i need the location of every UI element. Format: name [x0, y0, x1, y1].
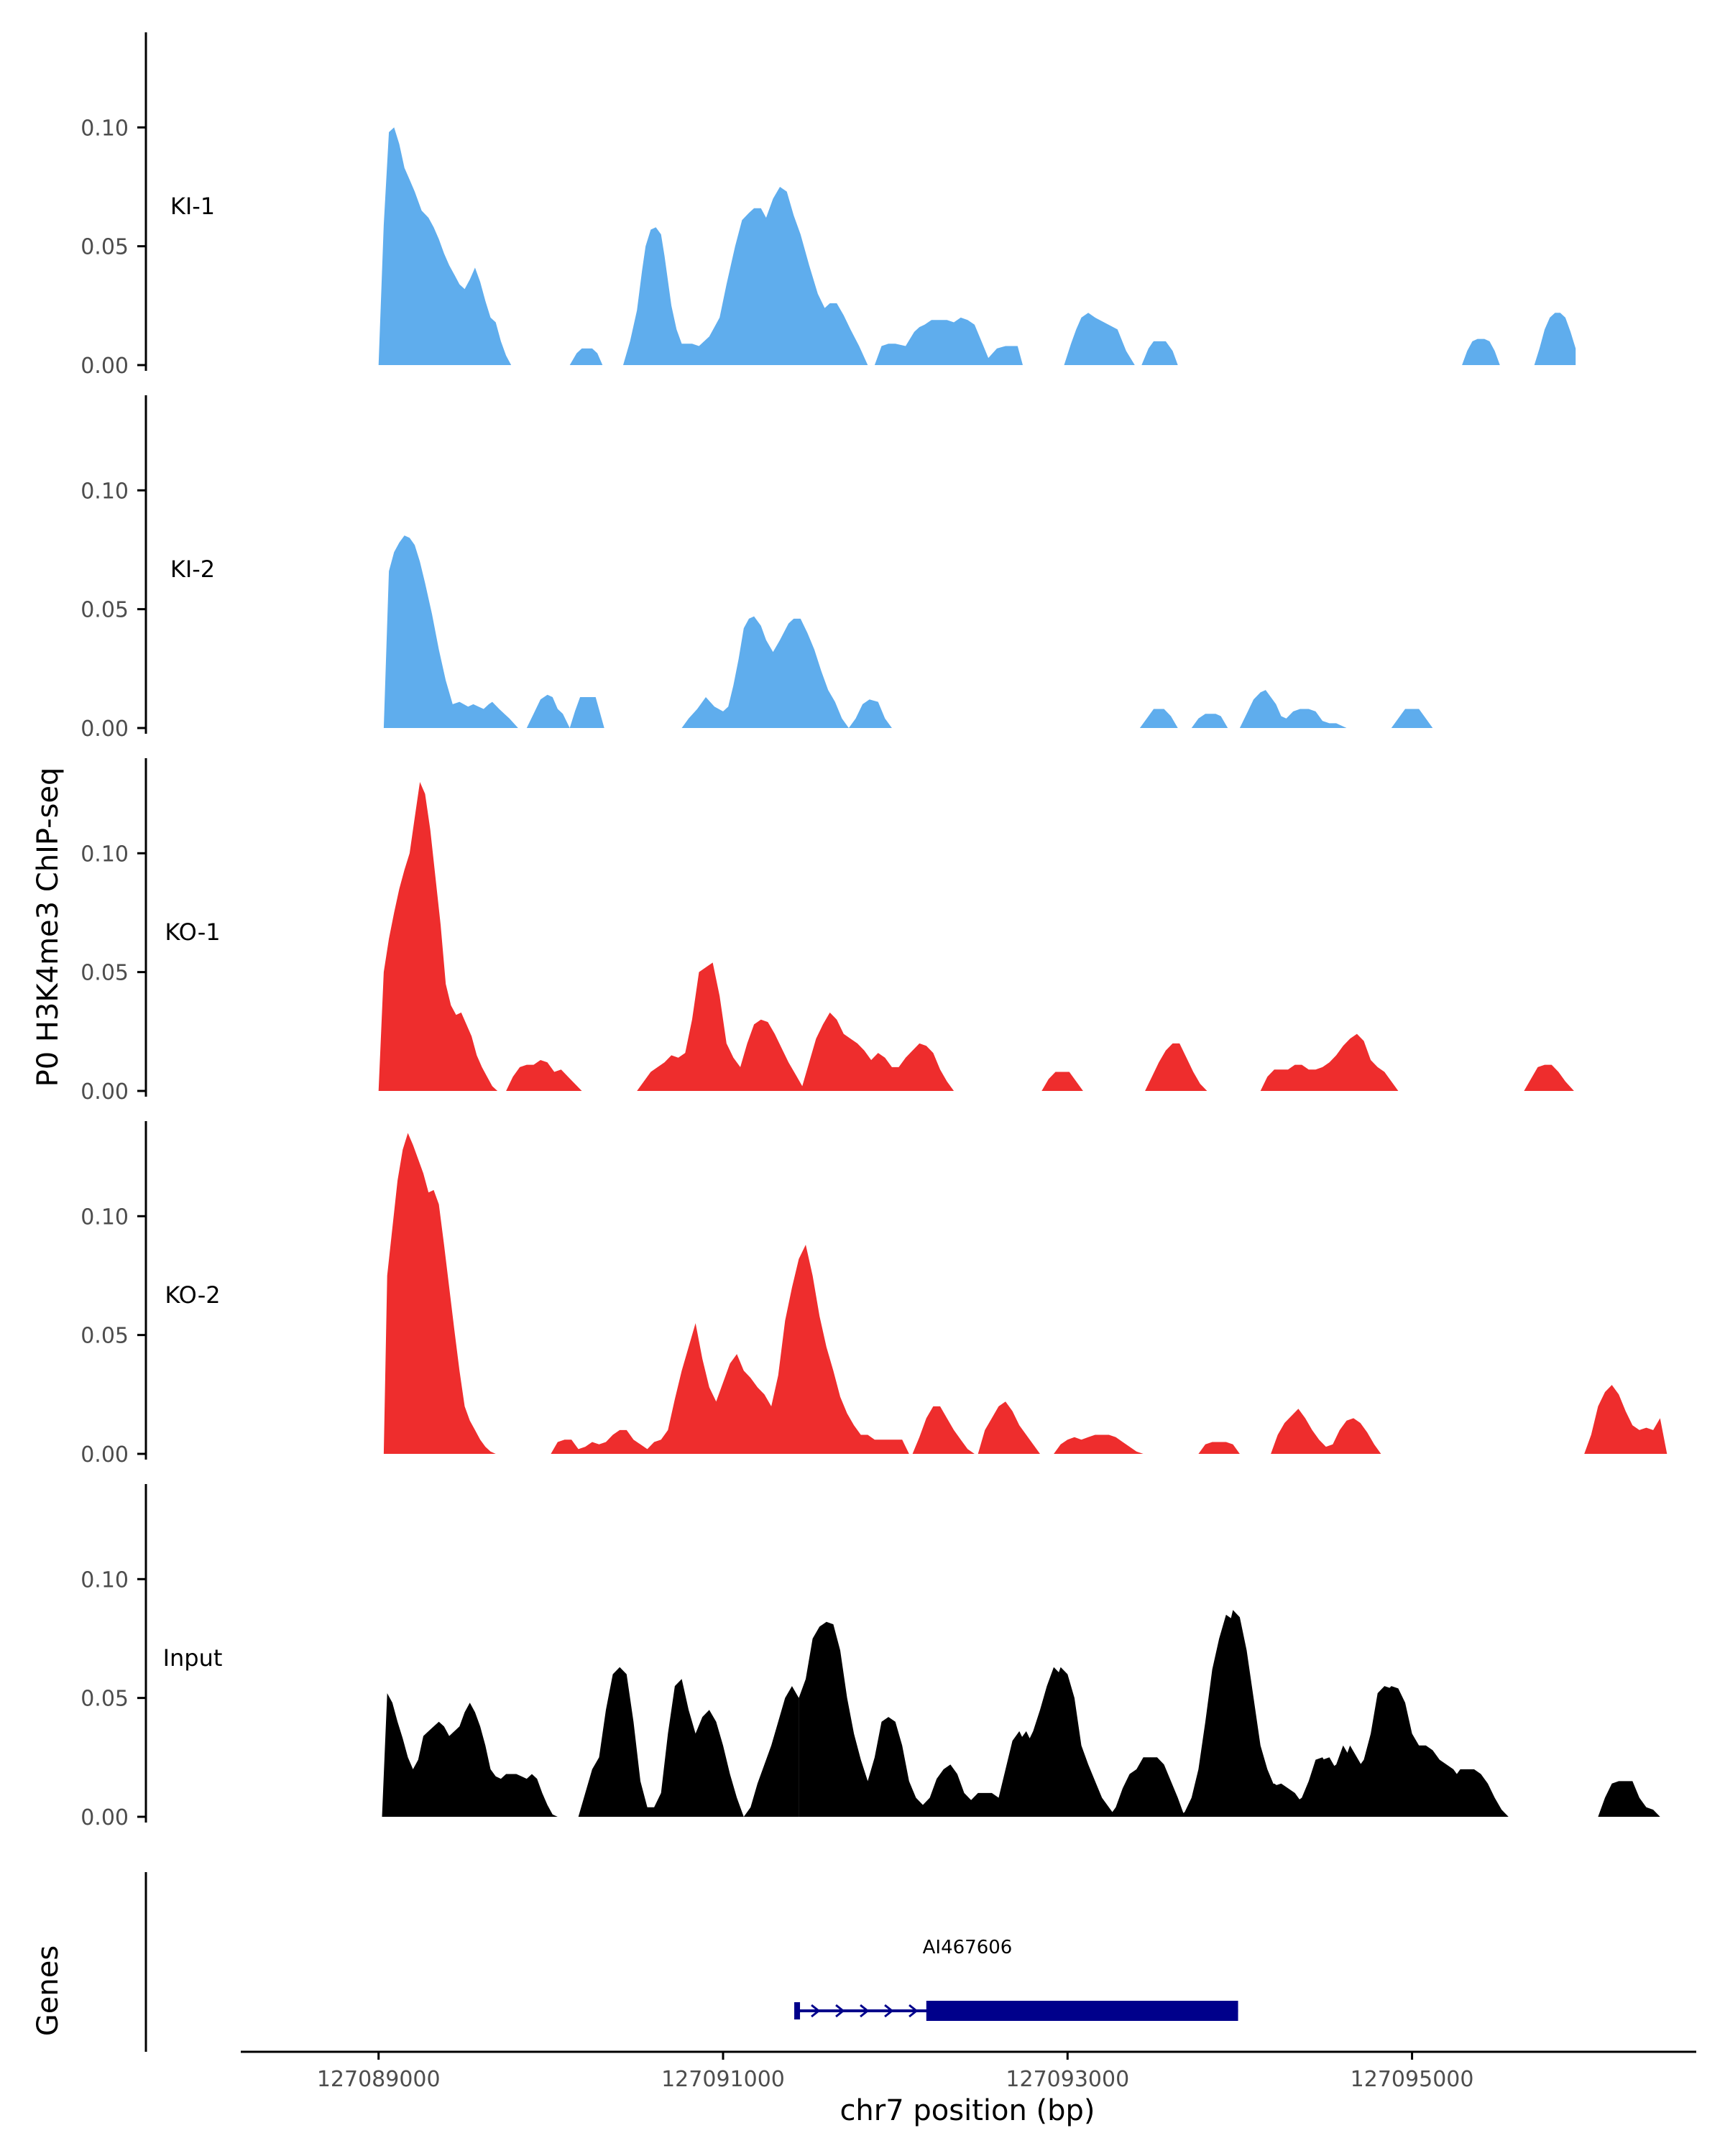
area-ki-2-seg-5 — [1191, 714, 1228, 728]
area-ki-2-seg-2 — [569, 697, 604, 728]
track-ko-2: KO-2 0.00 0.05 0.10 — [80, 1121, 1668, 1468]
area-ki-2-seg-0 — [383, 535, 518, 728]
gene-exon-block — [926, 2001, 1238, 2021]
y-tick-label-ko-2: 0.00 — [80, 1442, 129, 1468]
x-axis: chr7 position (bp) 127089000 127091000 127… — [241, 2050, 1696, 2127]
area-ko-1-seg-5 — [1260, 1033, 1399, 1091]
area-ko-1-seg-2 — [637, 962, 982, 1091]
area-ko-1-seg-6 — [1524, 1064, 1574, 1091]
y-tick-label-ko-1: 0.05 — [80, 961, 129, 986]
area-ko-2-seg-6 — [1271, 1409, 1395, 1454]
area-ki-2-seg-3 — [681, 616, 940, 728]
x-tick-label: 127093000 — [1006, 2067, 1129, 2092]
area-ko-1-seg-0 — [378, 782, 503, 1091]
y-tick-label-ko-2: 0.10 — [80, 1204, 129, 1230]
area-ki-2-seg-6 — [1239, 690, 1357, 728]
y-tick-label-ko-1: 0.10 — [80, 842, 129, 867]
area-input-seg-4 — [1598, 1781, 1660, 1817]
area-ko-1-seg-1 — [506, 1060, 582, 1091]
track-label-ko-1: KO-1 — [165, 918, 220, 946]
area-input-seg-3 — [998, 1610, 1660, 1817]
strand-arrow-icon — [860, 2004, 870, 2018]
area-ko-2-seg-0 — [383, 1133, 507, 1454]
y-tick-label-ki-1: 0.05 — [80, 235, 129, 260]
track-label-ki-1: KI-1 — [170, 193, 215, 220]
track-label-input: Input — [163, 1644, 223, 1672]
x-tick-label: 127091000 — [661, 2067, 785, 2092]
area-input-seg-1 — [578, 1667, 799, 1817]
track-ki-2: KI-2 0.00 0.05 0.10 — [80, 395, 1438, 742]
area-ko-1-seg-4 — [1145, 1043, 1208, 1091]
strand-arrow-icon — [884, 2004, 894, 2018]
area-input-seg-0 — [382, 1693, 579, 1817]
area-ki-2-seg-4 — [1139, 709, 1192, 728]
genes-track-title: Genes — [32, 1945, 65, 2036]
strand-arrow-icon — [835, 2004, 845, 2018]
track-ki-1: KI-1 0.00 0.05 0.10 — [80, 32, 1576, 379]
track-label-ki-2: KI-2 — [170, 556, 215, 583]
x-tick-label: 127089000 — [317, 2067, 441, 2092]
area-ko-2-seg-2 — [912, 1406, 975, 1454]
gene-name-label: AI467606 — [923, 1937, 1013, 1958]
area-ko-1-seg-3 — [1041, 1072, 1087, 1091]
track-ko-1: KO-1 0.00 0.05 0.10 — [80, 758, 1574, 1105]
y-tick-label-ki-1: 0.00 — [80, 354, 129, 379]
y-tick-label-ki-2: 0.05 — [80, 598, 129, 623]
area-ki-2-seg-7 — [1391, 709, 1438, 728]
area-ki-1-seg-0 — [378, 127, 1576, 366]
strand-arrow-icon — [811, 2004, 821, 2018]
y-tick-label-input: 0.00 — [80, 1805, 129, 1830]
gene-track: AI467606 — [144, 1872, 1238, 2052]
area-ki-2-seg-1 — [526, 694, 570, 728]
y-tick-label-ki-1: 0.10 — [80, 116, 129, 141]
x-axis-title: chr7 position (bp) — [840, 2094, 1095, 2127]
area-ko-2-seg-7 — [1584, 1385, 1668, 1454]
y-tick-label-ki-2: 0.00 — [80, 717, 129, 742]
track-input: Input 0.00 0.05 0.10 — [80, 1484, 1660, 1830]
y-tick-label-ko-2: 0.05 — [80, 1324, 129, 1349]
y-axis-title: P0 H3K4me3 ChIP-seq — [32, 768, 65, 1087]
area-ko-2-seg-4 — [1054, 1434, 1144, 1454]
y-tick-label-ko-1: 0.00 — [80, 1079, 129, 1105]
strand-arrow-icon — [908, 2004, 919, 2018]
x-tick-label: 127095000 — [1351, 2067, 1474, 2092]
y-tick-label-ki-2: 0.10 — [80, 479, 129, 504]
gene-tss-exon — [794, 2002, 801, 2019]
y-tick-label-input: 0.05 — [80, 1687, 129, 1712]
area-ko-2-seg-5 — [1198, 1442, 1242, 1454]
y-tick-label-input: 0.10 — [80, 1567, 129, 1593]
area-ko-2-seg-3 — [978, 1401, 1068, 1454]
area-ko-2-seg-1 — [551, 1245, 923, 1454]
area-input-seg-2 — [799, 1614, 1660, 1817]
track-label-ko-2: KO-2 — [165, 1281, 220, 1309]
